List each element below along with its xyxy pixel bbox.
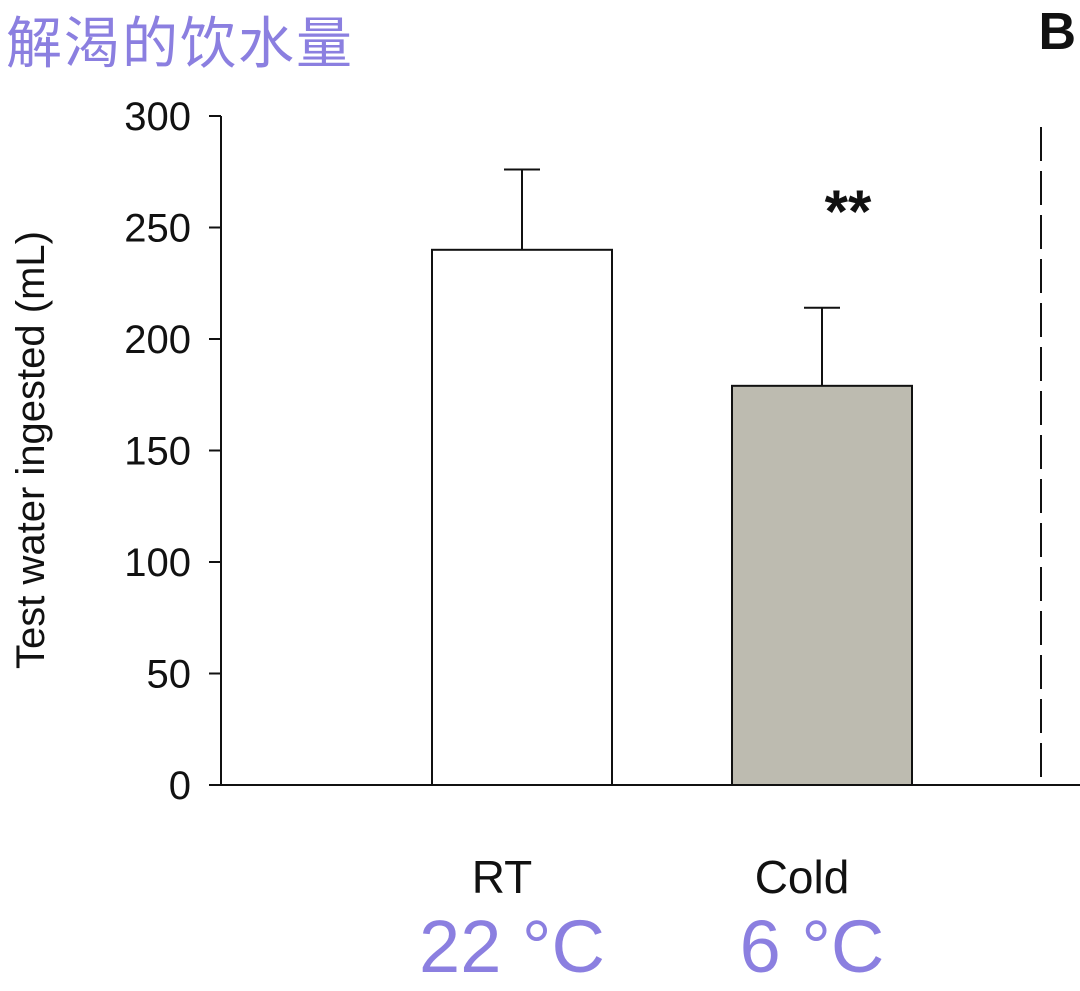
y-tick-label: 200 (124, 318, 191, 362)
y-axis: 0 50 100 150 200 250 300 (124, 95, 1005, 808)
temperature-label: 6 °C (740, 905, 885, 988)
bar-cold (731, 384, 913, 786)
chart-title: 解渴的饮水量 (6, 12, 354, 77)
y-tick-label: 0 (169, 764, 191, 808)
y-tick-label: 300 (124, 95, 191, 139)
y-tick-label: 50 (147, 653, 192, 697)
temperature-label: 22 °C (419, 905, 605, 988)
x-tick-label: Cold (755, 851, 850, 903)
panel-letter: B (1038, 3, 1076, 61)
y-tick-label: 250 (124, 207, 191, 251)
bar-rt (431, 248, 613, 787)
y-axis-label: Test water ingested (mL) (9, 231, 53, 669)
x-tick-label: RT (472, 851, 533, 903)
y-tick-label: 100 (124, 541, 191, 585)
y-tick-label: 150 (124, 430, 191, 474)
bars: ** (431, 168, 913, 787)
significance-marker: ** (825, 178, 872, 245)
